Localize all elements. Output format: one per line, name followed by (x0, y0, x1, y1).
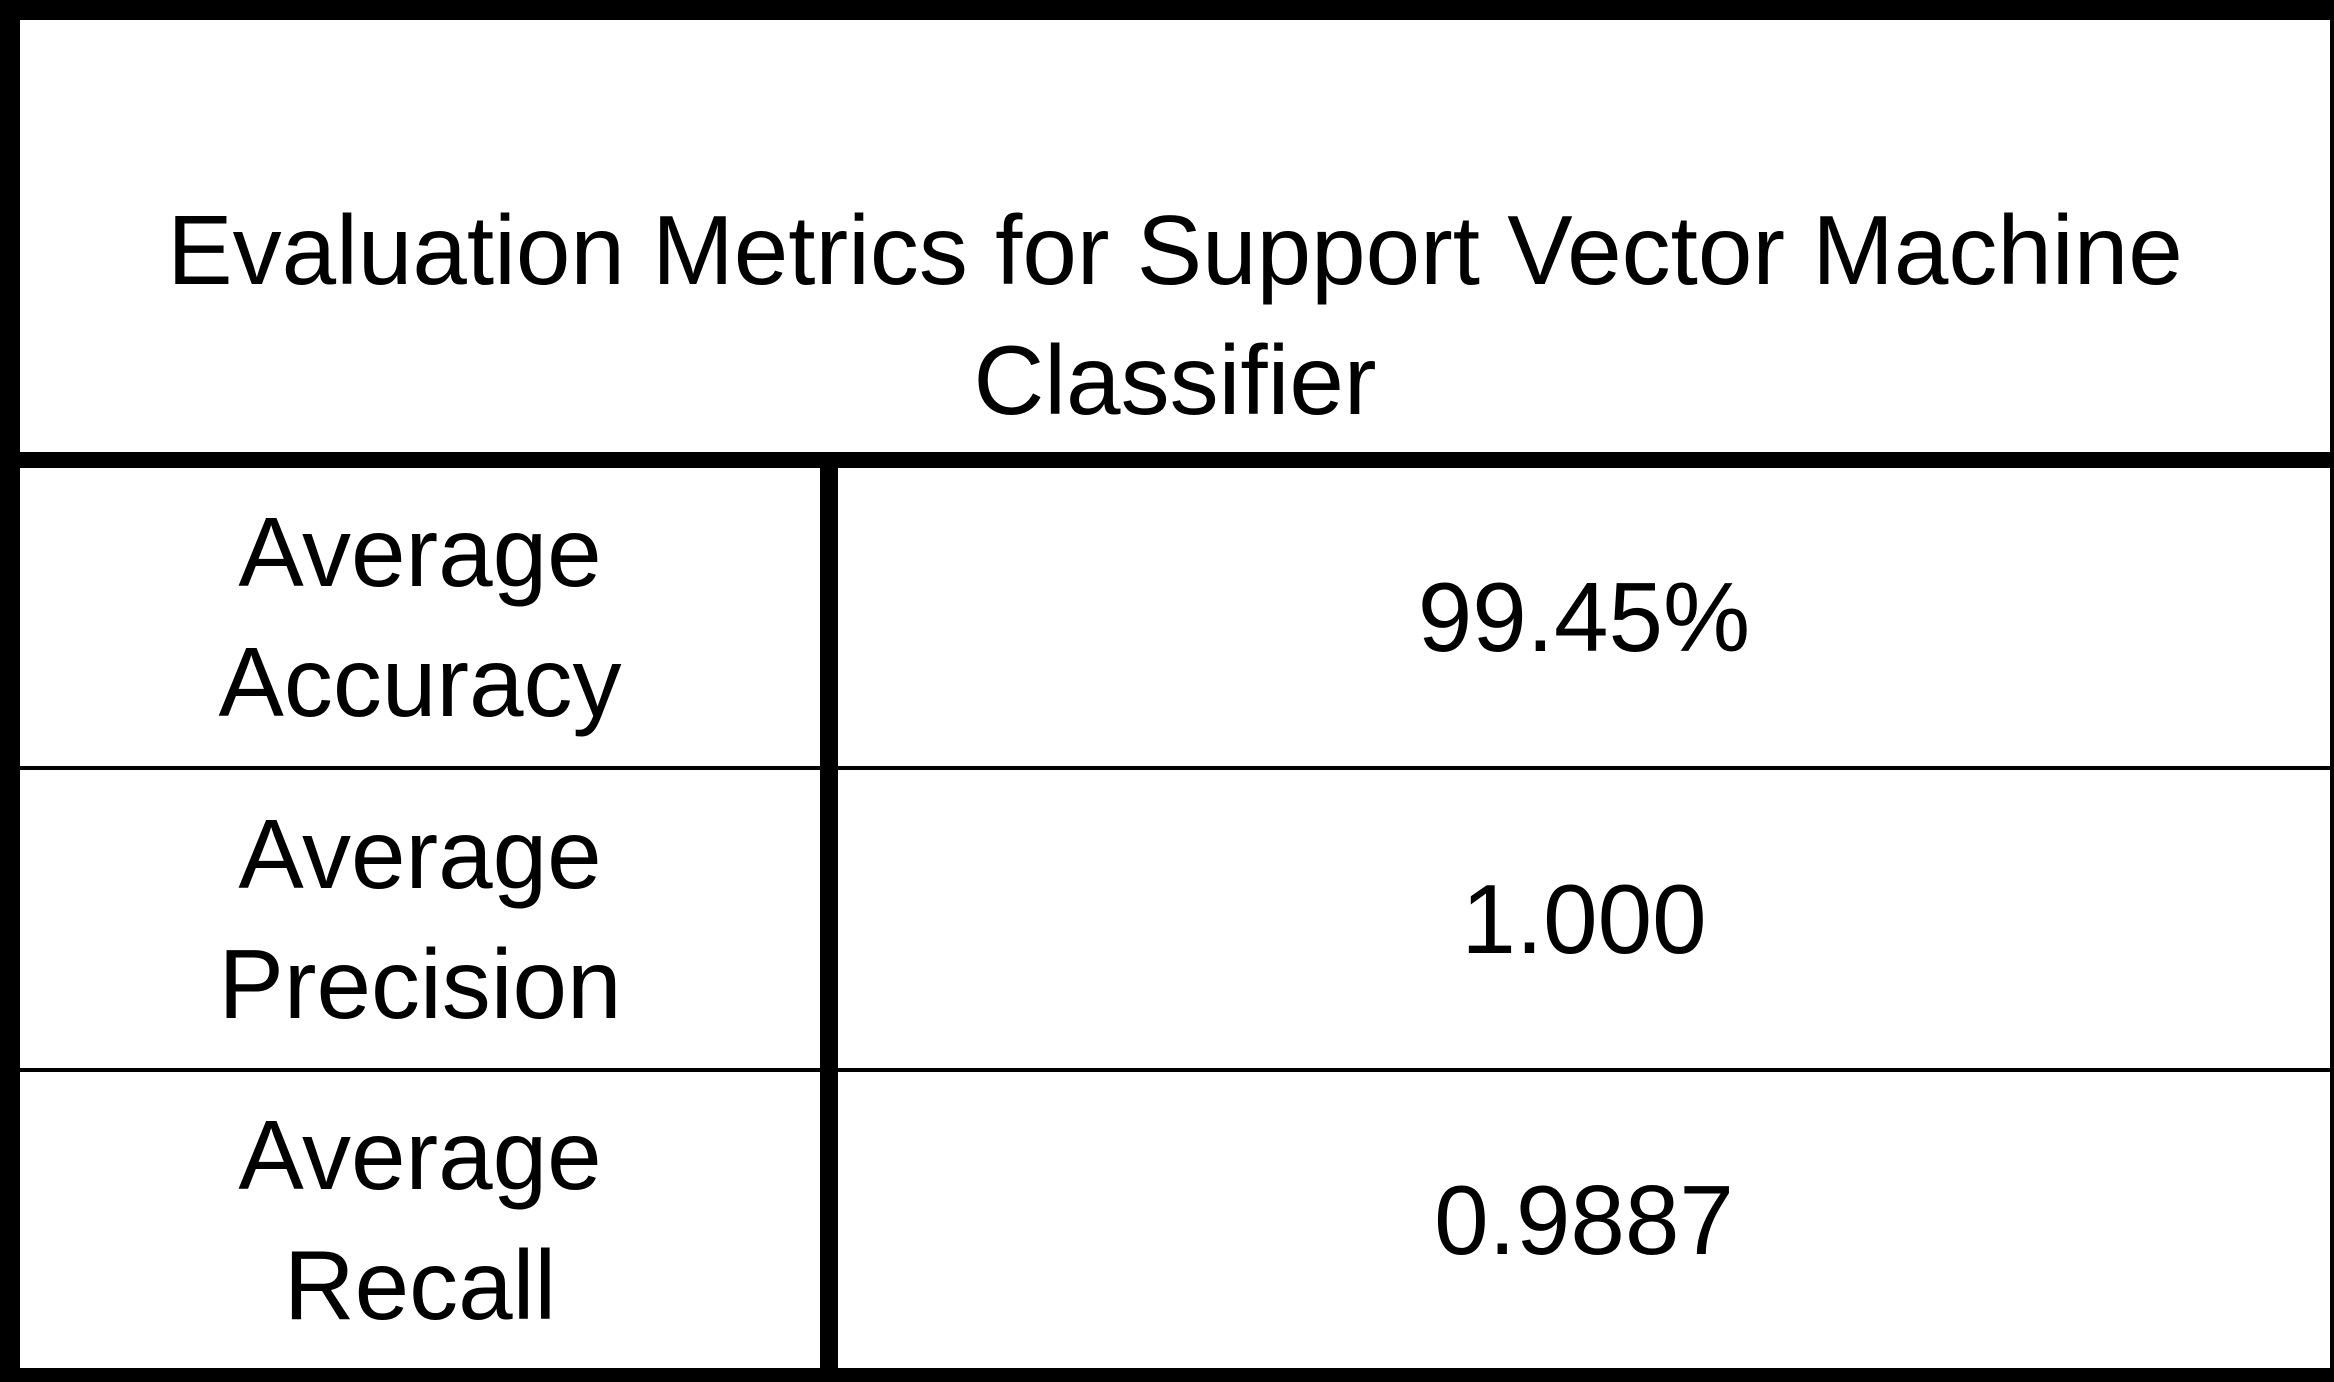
metric-value-recall: 0.9887 (1434, 1165, 1734, 1275)
metric-label-accuracy: Average Accuracy (218, 497, 622, 737)
table-title-cell: Evaluation Metrics for Support Vector Ma… (20, 20, 2330, 452)
metric-label-cell-recall: Average Recall (20, 1072, 820, 1368)
metric-label-cell-accuracy: Average Accuracy (20, 468, 820, 766)
metric-value-precision: 1.000 (1461, 864, 1707, 974)
metric-value-cell-recall: 0.9887 (838, 1072, 2330, 1368)
metric-label-cell-precision: Average Precision (20, 770, 820, 1068)
metric-label-precision: Average Precision (218, 799, 622, 1039)
metric-label-recall: Average Recall (238, 1100, 602, 1340)
metric-value-cell-precision: 1.000 (838, 770, 2330, 1068)
metric-value-accuracy: 99.45% (1417, 562, 1751, 672)
metric-value-cell-accuracy: 99.45% (838, 468, 2330, 766)
table-title: Evaluation Metrics for Support Vector Ma… (167, 195, 2183, 435)
